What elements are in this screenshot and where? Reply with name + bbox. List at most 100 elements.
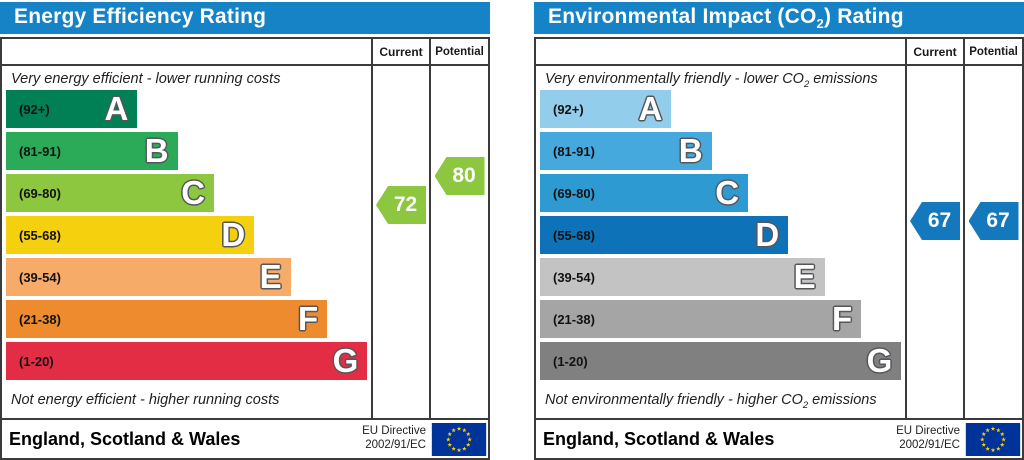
band-f: (21-38) F (6, 300, 328, 338)
band-range-label: (1-20) (19, 353, 54, 369)
current-rating-value: 72 (393, 193, 418, 216)
co2-bottom-note: Not environmentally friendly - higher CO… (540, 384, 905, 418)
band-range-label: (69-80) (553, 185, 595, 201)
band-letter: B (144, 132, 169, 169)
band-letter: E (793, 258, 816, 295)
title-subscript: 2 (816, 16, 824, 32)
note-subscript: 2 (803, 77, 810, 89)
band-c: (69-80) C (6, 174, 215, 212)
energy-top-note: Very energy efficient - lower running co… (6, 66, 371, 90)
co2-panel-title: Environmental Impact (CO2) Rating (548, 5, 904, 31)
band-range-label: (1-20) (553, 353, 588, 369)
energy-rating-table: Current Potential Very energy efficient … (0, 37, 490, 460)
band-range-label: (92+) (19, 101, 50, 117)
potential-rating-value: 67 (986, 209, 1010, 232)
potential-rating-value: 80 (452, 164, 476, 187)
eu-directive-text: EU Directive 2002/91/EC (362, 425, 426, 453)
band-range-label: (92+) (553, 101, 584, 117)
band-b: (81-91) B (540, 132, 712, 170)
co2-current-arrow: 67 (910, 202, 960, 240)
band-letter: F (832, 300, 853, 337)
band-range-label: (39-54) (19, 269, 61, 285)
note-text-end: emissions (809, 71, 878, 87)
header-spacer (2, 39, 371, 64)
co2-footer-row: England, Scotland & Wales EU Directive 2… (536, 418, 1022, 458)
energy-potential-column: 80 (429, 66, 488, 418)
note-text: Not energy efficient - higher running co… (11, 392, 280, 408)
co2-title-bar: Environmental Impact (CO2) Rating (534, 2, 1024, 34)
band-range-label: (81-91) (553, 143, 595, 159)
band-a: (92+) A (540, 90, 672, 128)
title-text: Environmental Impact (CO (548, 4, 817, 28)
header-spacer (536, 39, 905, 64)
note-text: Very environmentally friendly - lower CO (545, 71, 804, 87)
band-letter: A (638, 90, 663, 127)
band-g: (1-20) G (6, 342, 368, 380)
co2-potential-column: 67 (963, 66, 1022, 418)
band-letter: C (715, 174, 740, 211)
band-letter: G (866, 342, 893, 379)
co2-current-column: 67 (905, 66, 963, 418)
band-d: (55-68) D (540, 216, 789, 254)
band-c: (69-80) C (540, 174, 749, 212)
band-e: (39-54) E (540, 258, 825, 296)
note-text: Very energy efficient - lower running co… (11, 71, 281, 87)
band-f: (21-38) F (540, 300, 862, 338)
band-letter: D (221, 216, 246, 253)
band-letter: C (181, 174, 206, 211)
band-range-label: (55-68) (19, 227, 61, 243)
band-letter: D (755, 216, 780, 253)
energy-footer-row: England, Scotland & Wales EU Directive 2… (2, 418, 488, 458)
energy-efficiency-panel: Energy Efficiency Rating Current Potenti… (0, 0, 490, 460)
band-e: (39-54) E (6, 258, 291, 296)
energy-bottom-note: Not energy efficient - higher running co… (6, 384, 371, 418)
potential-column-header: Potential (963, 39, 1022, 64)
current-column-header: Current (905, 39, 963, 64)
title-text: Energy Efficiency Rating (14, 4, 267, 28)
energy-header-row: Current Potential (2, 39, 488, 66)
note-text: Not environmentally friendly - higher CO (545, 392, 803, 408)
current-column-header: Current (371, 39, 429, 64)
region-label: England, Scotland & Wales (543, 428, 775, 449)
band-range-label: (55-68) (553, 227, 595, 243)
co2-header-row: Current Potential (536, 39, 1022, 66)
eu-flag-icon (431, 422, 487, 456)
energy-current-column: 72 (371, 66, 429, 418)
title-text-end: ) Rating (823, 4, 904, 28)
eu-directive-line2: 2002/91/EC (365, 439, 426, 451)
band-letter: B (678, 132, 703, 169)
eu-directive-line1: EU Directive (896, 425, 960, 438)
band-range-label: (21-38) (19, 311, 61, 327)
co2-bars-area: Very environmentally friendly - lower CO… (536, 66, 905, 418)
region-label: England, Scotland & Wales (9, 428, 241, 449)
co2-table-body: Very environmentally friendly - lower CO… (536, 66, 1022, 418)
current-rating-value: 67 (927, 209, 952, 232)
eu-directive-text: EU Directive 2002/91/EC (896, 425, 960, 453)
note-text-end: emissions (808, 392, 877, 408)
environmental-impact-panel: Environmental Impact (CO2) Rating Curren… (534, 0, 1024, 460)
band-a: (92+) A (6, 90, 138, 128)
eu-directive-line2: 2002/91/EC (899, 439, 960, 451)
energy-potential-arrow: 80 (434, 157, 485, 195)
band-range-label: (69-80) (19, 185, 61, 201)
band-letter: F (298, 300, 319, 337)
energy-table-body: Very energy efficient - lower running co… (2, 66, 488, 418)
co2-potential-arrow: 67 (968, 202, 1019, 240)
band-g: (1-20) G (540, 342, 902, 380)
note-subscript: 2 (802, 398, 809, 410)
energy-panel-title: Energy Efficiency Rating (14, 5, 266, 31)
energy-bars-area: Very energy efficient - lower running co… (2, 66, 371, 418)
energy-title-bar: Energy Efficiency Rating (0, 2, 490, 34)
band-range-label: (39-54) (553, 269, 595, 285)
energy-current-arrow: 72 (376, 186, 426, 224)
eu-flag-icon (965, 422, 1021, 456)
co2-rating-table: Current Potential Very environmentally f… (534, 37, 1024, 460)
band-d: (55-68) D (6, 216, 255, 254)
band-range-label: (81-91) (19, 143, 61, 159)
band-letter: G (332, 342, 359, 379)
potential-column-header: Potential (429, 39, 488, 64)
co2-top-note: Very environmentally friendly - lower CO… (540, 66, 905, 90)
band-letter: A (104, 90, 129, 127)
